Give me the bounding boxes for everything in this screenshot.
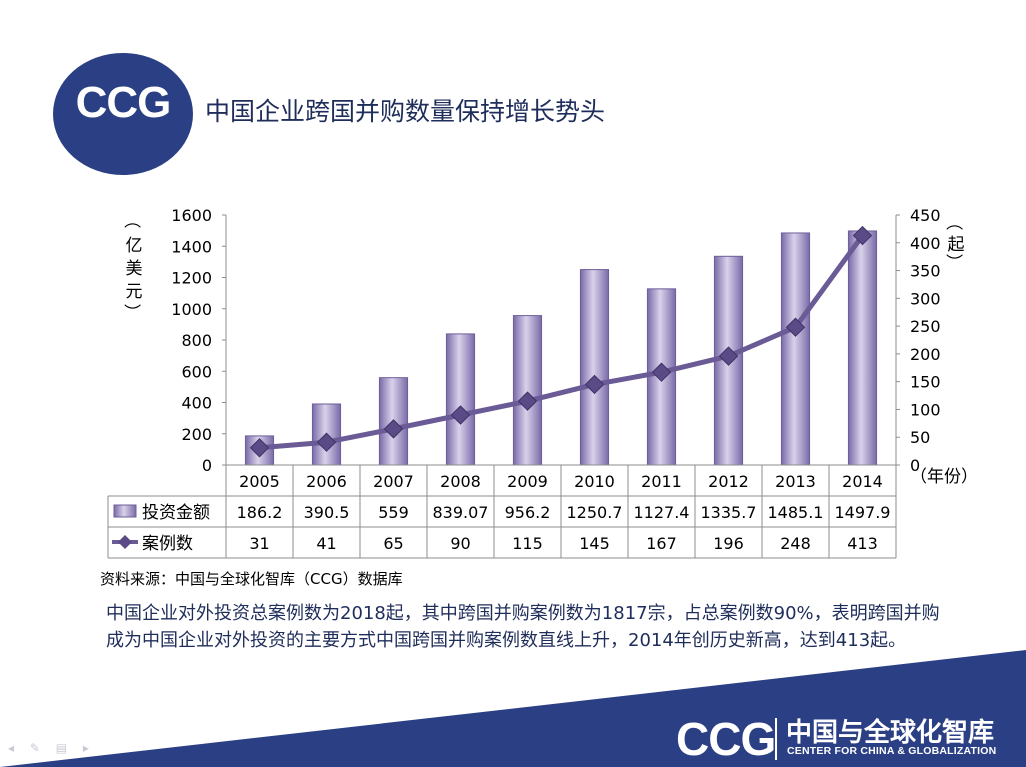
legend-line-name: 案例数 [142, 534, 193, 554]
bar-value-label: 956.2 [505, 503, 551, 522]
right-tick-label: 400 [910, 234, 941, 253]
x-tick-label: 2014 [842, 472, 883, 491]
x-tick-label: 2006 [306, 472, 347, 491]
right-axis-label-char: （ [943, 214, 963, 231]
point-2005 [249, 438, 270, 458]
left-tick-label: 200 [181, 425, 212, 444]
left-tick-label: 1000 [171, 300, 212, 319]
left-axis-label-char: ） [121, 304, 141, 321]
point-2007 [383, 419, 404, 439]
ccg-logo-circle [53, 53, 193, 175]
point-2009 [517, 391, 538, 411]
page-title: 中国企业跨国并购数量保持增长势头 [205, 97, 606, 126]
right-axis-label-char: ） [943, 254, 963, 271]
line-value-label: 145 [579, 534, 610, 553]
point-2011 [651, 362, 672, 382]
bar-value-label: 1497.9 [835, 503, 891, 522]
bar-value-label: 559 [378, 503, 409, 522]
point-2012 [718, 346, 739, 366]
point-2010 [584, 374, 605, 395]
bar-2010 [579, 269, 610, 466]
x-tick-label: 2013 [775, 472, 816, 491]
bar-value-label: 1250.7 [567, 503, 623, 522]
chart: 0 200 400 600 800 1000 1200 1400 1600 0 50 100 150 20… [100, 200, 980, 570]
bar-2008 [445, 333, 476, 466]
bar-value-label: 390.5 [304, 503, 350, 522]
left-axis-label-char: 元 [126, 282, 143, 302]
right-tick-label: 50 [910, 428, 930, 447]
x-tick-label: 2011 [641, 472, 682, 491]
summary-text: 中国企业对外投资总案例数为2018起，其中跨国并购案例数为1817宗，占总案例数… [106, 603, 940, 651]
left-tick-label: 1200 [171, 269, 212, 288]
line-value-label: 413 [847, 534, 878, 553]
bar-value-label: 839.07 [433, 503, 489, 522]
legend-bar-swatch [113, 504, 137, 518]
left-axis-label-char: 亿 [126, 236, 143, 256]
left-tick-label: 1400 [171, 237, 212, 256]
left-tick-label: 400 [181, 394, 212, 413]
left-tick-label: 800 [181, 331, 212, 350]
point-2013 [785, 317, 806, 337]
bar-value-label: 1335.7 [701, 503, 757, 522]
x-tick-label: 2012 [708, 472, 749, 491]
line-value-label: 65 [383, 534, 403, 553]
line-value-label: 90 [450, 534, 470, 553]
footer-divider [775, 718, 777, 760]
right-tick-label: 100 [910, 400, 941, 419]
right-axis-label-char: 起 [948, 235, 965, 255]
left-axis-label-char: （ [121, 212, 141, 229]
chart-svg: 0 200 400 600 800 1000 1200 1400 1600 0 50 100 150 20… [107, 206, 978, 559]
x-axis-label: （年份） [910, 467, 978, 487]
x-tick-label: 2007 [373, 472, 414, 491]
ccg-logo-text: CCG [75, 78, 172, 127]
point-2006 [316, 432, 337, 452]
line-value-label: 248 [780, 534, 811, 553]
right-tick-label: 150 [910, 373, 941, 392]
right-tick-label: 250 [910, 317, 941, 336]
point-2014 [852, 225, 873, 246]
right-tick-label: 300 [910, 289, 941, 308]
footer-logo: CCG [676, 713, 776, 765]
bar-value-label: 1127.4 [634, 503, 690, 522]
legend-bar-name: 投资金额 [142, 503, 210, 523]
slide-nav-icons[interactable]: ◂ ✎ ▤ ▸ [8, 741, 95, 755]
point-2008 [450, 405, 471, 425]
footer-name-en: CENTER FOR CHINA & GLOBALIZATION [787, 745, 997, 757]
right-tick-label: 200 [910, 345, 941, 364]
x-tick-label: 2008 [440, 472, 481, 491]
line-value-label: 115 [512, 534, 543, 553]
bar-2009 [512, 315, 543, 466]
x-tick-label: 2010 [574, 472, 615, 491]
left-tick-label: 600 [181, 362, 212, 381]
case-count-line [259, 234, 865, 451]
line-value-label: 196 [713, 534, 744, 553]
left-tick-label: 0 [202, 456, 212, 475]
x-tick-label: 2005 [239, 472, 280, 491]
line-value-label: 41 [316, 534, 336, 553]
bar-value-label: 186.2 [237, 503, 283, 522]
left-axis-label-char: 美 [126, 259, 143, 279]
bar-2013 [780, 232, 811, 466]
line-value-label: 167 [646, 534, 677, 553]
bar-value-label: 1485.1 [768, 503, 824, 522]
left-tick-label: 1600 [171, 206, 212, 225]
footer-name-cn: 中国与全球化智库 [786, 718, 995, 748]
x-tick-label: 2009 [507, 472, 548, 491]
line-value-label: 31 [249, 534, 269, 553]
right-tick-label: 350 [910, 262, 941, 281]
legend-line-marker [118, 535, 132, 549]
source-note: 资料来源：中国与全球化智库（CCG）数据库 [100, 570, 403, 588]
right-tick-label: 0 [910, 456, 920, 475]
right-tick-label: 450 [910, 206, 941, 225]
bar-2014 [847, 230, 878, 466]
